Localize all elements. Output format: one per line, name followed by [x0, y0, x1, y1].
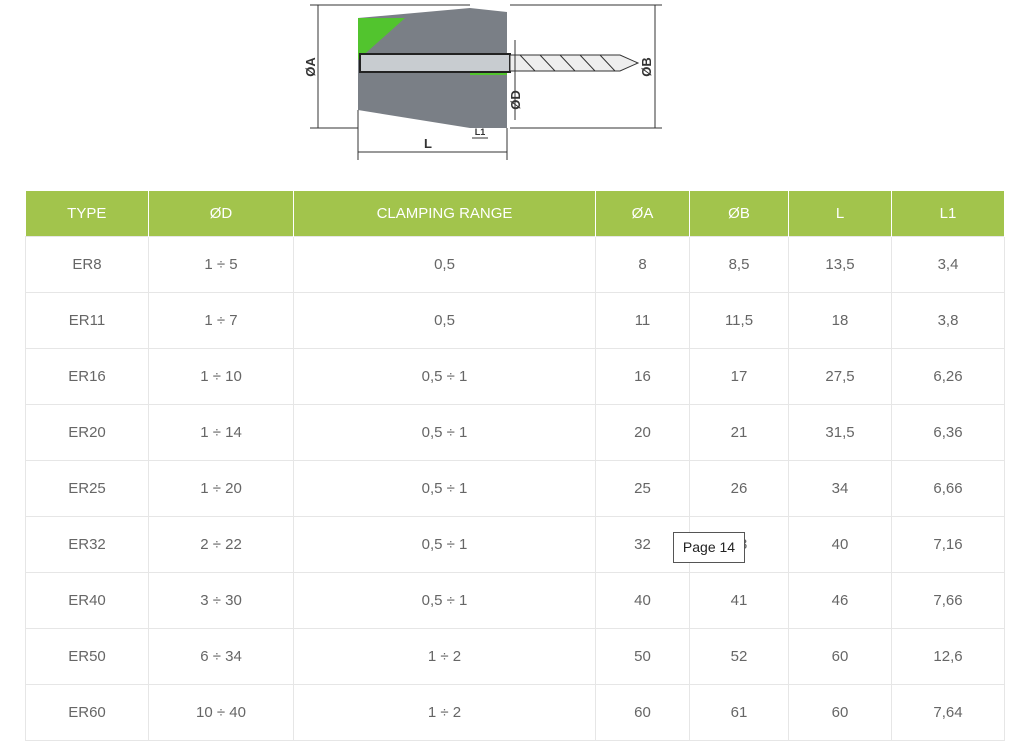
table-cell: 18 [788, 292, 892, 349]
table-cell: 11 [595, 292, 690, 349]
green-section [358, 18, 405, 60]
header-cell: L [788, 191, 892, 237]
table-row: ER60 10 ÷ 40 1 ÷ 2 60 61 60 7,64 [25, 684, 1005, 741]
tooltip: Page 14 [673, 532, 745, 563]
table-cell: 26 [689, 460, 789, 517]
table-cell: 60 [788, 684, 892, 741]
table-cell: 0,5 [293, 292, 596, 349]
header-cell: ØA [595, 191, 690, 237]
table-cell: 16 [595, 348, 690, 405]
table-cell: 1 ÷ 14 [148, 404, 294, 461]
table-row: ER8 1 ÷ 5 0,5 8 8,5 13,5 3,4 [25, 236, 1005, 293]
label-l: L [424, 136, 432, 151]
table-cell: 31,5 [788, 404, 892, 461]
table-cell: ER8 [25, 236, 149, 293]
table-cell: 21 [689, 404, 789, 461]
drill-flutes [519, 54, 616, 72]
table-cell: 41 [689, 572, 789, 629]
table-cell: ER32 [25, 516, 149, 573]
table-cell: 60 [788, 628, 892, 685]
table-cell: 0,5 ÷ 1 [293, 572, 596, 629]
table-cell: 6,36 [891, 404, 1005, 461]
table-row: ER50 6 ÷ 34 1 ÷ 2 50 52 60 12,6 [25, 628, 1005, 685]
table-cell: 12,6 [891, 628, 1005, 685]
dimension-lines [310, 4, 662, 160]
table-cell: 7,16 [891, 516, 1005, 573]
label-b: ØB [639, 57, 654, 77]
table-cell: 2 ÷ 22 [148, 516, 294, 573]
header-row: TYPE ØD CLAMPING RANGE ØA ØB L L1 [25, 191, 1005, 237]
table-row: ER11 1 ÷ 7 0,5 11 11,5 18 3,8 [25, 292, 1005, 349]
table-cell: ER20 [25, 404, 149, 461]
table-cell: ER50 [25, 628, 149, 685]
label-d: ØD [508, 90, 523, 110]
table-cell: 6,26 [891, 348, 1005, 405]
table-cell: 40 [595, 572, 690, 629]
table-body: ER8 1 ÷ 5 0,5 8 8,5 13,5 3,4 ER11 1 ÷ 7 0,5 11 11,5… [25, 236, 1005, 741]
table-cell: 0,5 ÷ 1 [293, 404, 596, 461]
label-l1: L1 [475, 127, 486, 137]
table-cell: 60 [595, 684, 690, 741]
table-cell: 1 ÷ 7 [148, 292, 294, 349]
table-row: ER16 1 ÷ 10 0,5 ÷ 1 16 17 27,5 6,26 [25, 348, 1005, 405]
table-cell: 7,66 [891, 572, 1005, 629]
table-row: ER25 1 ÷ 20 0,5 ÷ 1 25 26 34 6,66 [25, 460, 1005, 517]
table-cell: 46 [788, 572, 892, 629]
table-cell: 20 [595, 404, 690, 461]
table-cell: 27,5 [788, 348, 892, 405]
header-cell: TYPE [25, 191, 149, 237]
table-row: ER20 1 ÷ 14 0,5 ÷ 1 20 21 31,5 6,36 [25, 404, 1005, 461]
table-cell: 3,4 [891, 236, 1005, 293]
table-cell: ER11 [25, 292, 149, 349]
table-cell: 1 ÷ 2 [293, 684, 596, 741]
table-row: ER40 3 ÷ 30 0,5 ÷ 1 40 41 46 7,66 [25, 572, 1005, 629]
collet-diagram: ØA ØB ØD L L1 [303, 4, 662, 160]
table-cell: 1 ÷ 20 [148, 460, 294, 517]
table-cell: 1 ÷ 10 [148, 348, 294, 405]
table-cell: 52 [689, 628, 789, 685]
drill [509, 54, 640, 72]
table-cell: 25 [595, 460, 690, 517]
table-cell: 17 [689, 348, 789, 405]
table-cell: 1 ÷ 2 [293, 628, 596, 685]
table-cell: 3,8 [891, 292, 1005, 349]
table-cell: 1 ÷ 5 [148, 236, 294, 293]
table-cell: 0,5 ÷ 1 [293, 516, 596, 573]
table-cell: 34 [788, 460, 892, 517]
header-cell: L1 [891, 191, 1005, 237]
label-a: ØA [303, 57, 318, 77]
table-cell: 50 [595, 628, 690, 685]
header-cell: CLAMPING RANGE [293, 191, 596, 237]
table-cell: 6 ÷ 34 [148, 628, 294, 685]
bore [359, 53, 511, 73]
table-cell: ER40 [25, 572, 149, 629]
header-cell: ØB [689, 191, 789, 237]
table-cell: 8,5 [689, 236, 789, 293]
table-cell: 3 ÷ 30 [148, 572, 294, 629]
table-cell: 8 [595, 236, 690, 293]
table-cell: 13,5 [788, 236, 892, 293]
table-cell: 61 [689, 684, 789, 741]
table-cell: 0,5 [293, 236, 596, 293]
table-cell: ER60 [25, 684, 149, 741]
table-cell: 40 [788, 516, 892, 573]
header-cell: ØD [148, 191, 294, 237]
table-cell: 10 ÷ 40 [148, 684, 294, 741]
collet-table: TYPE ØD CLAMPING RANGE ØA ØB L L1 ER8 1 ÷ 5 0,5 8… [25, 191, 1005, 741]
table-cell: 6,66 [891, 460, 1005, 517]
table-cell: 0,5 ÷ 1 [293, 460, 596, 517]
table-cell: 0,5 ÷ 1 [293, 348, 596, 405]
table-cell: 7,64 [891, 684, 1005, 741]
table-cell: ER16 [25, 348, 149, 405]
table-cell: ER25 [25, 460, 149, 517]
table-cell: 11,5 [689, 292, 789, 349]
